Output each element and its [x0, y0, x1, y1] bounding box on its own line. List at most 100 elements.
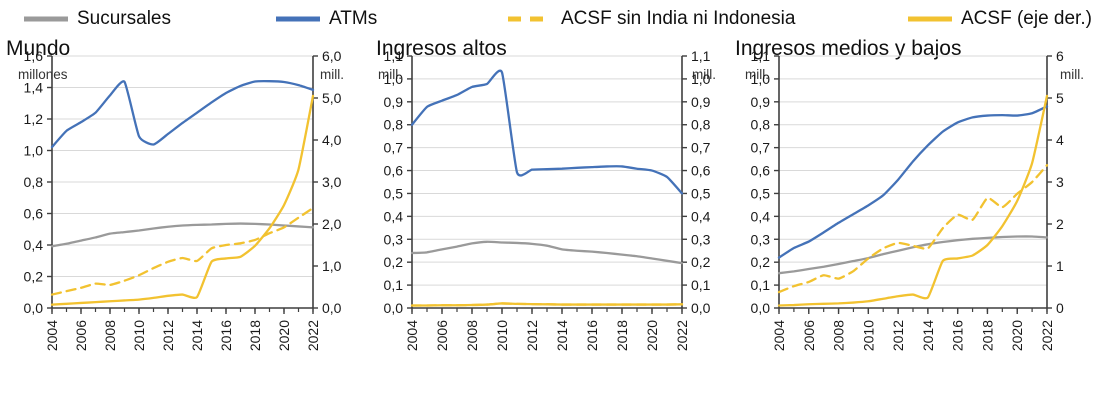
y-tick-label-right: 0,5 [691, 185, 711, 201]
panel-title-ingresos-medios-y-bajos: Ingresos medios y bajos [735, 37, 962, 60]
x-tick-label: 2016 [218, 320, 234, 351]
y-tick-label-left: 0,6 [24, 206, 44, 222]
y-tick-label-right: 6 [1056, 48, 1064, 64]
axis-unit-right-ingresos-altos: mill. [692, 67, 716, 82]
panel-ingresos-altos: Ingresos altos mill. mill. 0,0 0,1 0,2 0,3 0… [360, 38, 727, 401]
legend-line-icon [276, 16, 320, 21]
series-group [50, 80, 315, 306]
y-tick-label-right: 1,0 [322, 258, 342, 274]
series-line-acsf-sin-india-ni-indonesia [777, 164, 1049, 294]
y-tick-label-left: 0,5 [751, 185, 771, 201]
y-tick-label-right: 0,7 [691, 140, 711, 156]
legend-swatch-acsf-dashed [508, 13, 552, 25]
plot-area-ingresos-medios-y-bajos: 0,0 0,1 0,2 0,3 0,4 0,5 0,6 0,7 0,8 0,9 1,0 1,1 0 1 2 3… [727, 38, 1097, 401]
series-line-atms [410, 69, 684, 195]
y-tick-label-left: 1,0 [751, 71, 771, 87]
panel-title-mundo: Mundo [6, 37, 71, 60]
y-tick-label-right: 1,0 [691, 71, 711, 87]
y-tick-label-left: 0,0 [384, 300, 404, 316]
y-tick-label-right: 5 [1056, 90, 1064, 106]
y-tick-label-right: 0,3 [691, 231, 711, 247]
y-axis-right-ticks: 0,0 1,0 2,0 3,0 4,0 5,0 6,0 [313, 48, 342, 316]
y-axis-left-ticks: 0,0 0,2 0,4 0,6 0,8 1,0 1,2 1,4 1,6 [24, 48, 52, 316]
x-axis-ticks: 2004 2006 2008 2010 2012 2014 2016 2018 2020 2022 [404, 308, 690, 351]
y-tick-label-left: 0,7 [751, 140, 771, 156]
legend-label-sucursales: Sucursales [77, 8, 171, 29]
x-tick-label: 2008 [102, 320, 118, 351]
x-tick-label: 2008 [831, 320, 847, 351]
series-line-atms [50, 80, 315, 149]
y-tick-label-right: 1 [1056, 258, 1064, 274]
gridlines [412, 55, 682, 309]
series-line-sucursales [777, 235, 1049, 275]
legend-label-acsf-dashed: ACSF sin India ni Indonesia [561, 8, 796, 29]
y-tick-label-left: 1,1 [384, 48, 404, 64]
y-tick-label-right: 2 [1056, 216, 1064, 232]
y-axis-left-ticks: 0,0 0,1 0,2 0,3 0,4 0,5 0,6 0,7 0,8 0,9 1,0 1,1 [751, 48, 779, 316]
y-tick-label-left: 1,1 [751, 48, 771, 64]
y-tick-label-left: 0,9 [751, 94, 771, 110]
panel-mundo: Mundo millones mill. 0,0 0,2 0,4 0,6 0,8 1,0 1… [0, 38, 360, 401]
chart-legend: Sucursales ATMs ACSF sin India ni Indone… [0, 0, 1097, 38]
x-tick-label: 2012 [890, 320, 906, 351]
y-axis-left-ticks: 0,0 0,1 0,2 0,3 0,4 0,5 0,6 0,7 0,8 0,9 1,0 1,1 [384, 48, 412, 316]
x-tick-label: 2004 [404, 320, 420, 351]
series-line-acsf-sin-india-ni-indonesia [50, 206, 315, 296]
y-tick-label-left: 1,4 [24, 80, 44, 96]
y-tick-label-left: 0,4 [24, 237, 44, 253]
y-tick-label-right: 6,0 [322, 48, 342, 64]
plot-area-ingresos-altos: 0,0 0,1 0,2 0,3 0,4 0,5 0,6 0,7 0,8 0,9 1,0 1,1 0,0 0… [360, 38, 727, 401]
series-line-sucursales [50, 222, 315, 248]
y-tick-label-left: 0,8 [751, 117, 771, 133]
x-tick-label: 2004 [44, 320, 60, 351]
legend-item-acsf-sin-india-ni-indonesia: ACSF sin India ni Indonesia [508, 9, 795, 28]
y-tick-label-right: 5,0 [322, 90, 342, 106]
chart-svg-mundo: 0,0 0,2 0,4 0,6 0,8 1,0 1,2 1,4 1,6 0,0 1,0 2,0 3,0 4… [24, 48, 342, 351]
y-tick-label-right: 1,1 [691, 48, 711, 64]
x-tick-label: 2010 [131, 320, 147, 351]
y-tick-label-left: 0,7 [384, 140, 404, 156]
series-group [410, 69, 684, 307]
y-tick-label-left: 0,3 [384, 231, 404, 247]
y-tick-label-left: 0,4 [751, 208, 771, 224]
series-line-sucursales [410, 240, 684, 265]
x-tick-label: 2022 [674, 320, 690, 351]
x-axis-ticks: 2004 2006 2008 2010 2012 2014 2016 2018 2020 2022 [771, 308, 1055, 351]
y-tick-label-left: 0,1 [384, 277, 404, 293]
axis-unit-left-ingresos-altos: mill. [378, 67, 402, 82]
y-tick-label-right: 0,0 [322, 300, 342, 316]
chart-svg-ingresos-medios-y-bajos: 0,0 0,1 0,2 0,3 0,4 0,5 0,6 0,7 0,8 0,9 1,0 1,1 0 1 2 3… [751, 48, 1064, 351]
y-tick-label-left: 0,0 [751, 300, 771, 316]
x-tick-label: 2020 [1009, 320, 1025, 351]
legend-label-atms: ATMs [329, 8, 378, 29]
legend-label-acsf: ACSF (eje der.) [961, 8, 1092, 29]
legend-item-acsf: ACSF (eje der.) [908, 9, 1092, 28]
y-tick-label-right: 4,0 [322, 132, 342, 148]
y-tick-label-right: 2,0 [322, 216, 342, 232]
x-tick-label: 2022 [305, 320, 321, 351]
x-tick-label: 2004 [771, 320, 787, 351]
x-tick-label: 2016 [584, 320, 600, 351]
y-tick-label-right: 0,4 [691, 208, 711, 224]
x-tick-label: 2010 [860, 320, 876, 351]
legend-line-icon [908, 16, 952, 21]
y-tick-label-left: 0,5 [384, 185, 404, 201]
y-tick-label-right: 4 [1056, 132, 1064, 148]
y-tick-label-left: 0,9 [384, 94, 404, 110]
y-tick-label-left: 0,0 [24, 300, 44, 316]
legend-dashed-line-icon [508, 16, 552, 21]
y-tick-label-left: 0,2 [24, 269, 44, 285]
x-tick-label: 2018 [247, 320, 263, 351]
legend-swatch-atms [276, 13, 320, 25]
y-tick-label-left: 0,3 [751, 231, 771, 247]
axis-unit-left-ingresos-medios-y-bajos: mill. [745, 67, 769, 82]
y-tick-label-left: 1,6 [24, 48, 44, 64]
y-tick-label-right: 0,1 [691, 277, 711, 293]
legend-item-atms: ATMs [276, 9, 377, 28]
panel-title-ingresos-altos: Ingresos altos [376, 37, 507, 60]
x-tick-label: 2010 [494, 320, 510, 351]
series-line-acsf [50, 94, 315, 306]
y-axis-right-ticks: 0 1 2 3 4 5 6 [1047, 48, 1064, 316]
x-tick-label: 2006 [434, 320, 450, 351]
